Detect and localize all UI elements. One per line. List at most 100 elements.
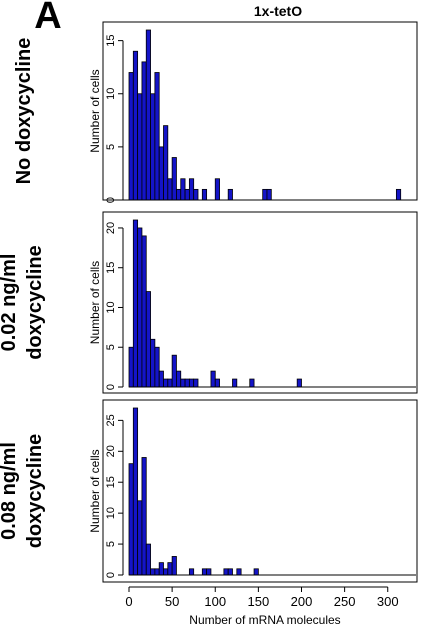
x-tick-label: 0 — [125, 594, 132, 609]
histogram-bar — [167, 562, 173, 576]
plot-frame — [102, 211, 418, 394]
histogram-bar — [171, 157, 177, 201]
x-tick-label: 200 — [291, 594, 313, 609]
plot-frame — [102, 399, 418, 583]
row-label-line: 0.08 ng/ml — [0, 442, 20, 540]
histogram-bar — [262, 188, 268, 201]
figure-title: 1x-tetO — [254, 3, 302, 19]
y-tick-label: 0 — [105, 197, 117, 203]
histogram-bar — [154, 346, 160, 388]
x-tick-label: 100 — [204, 594, 226, 609]
histogram-bar — [223, 568, 229, 576]
y-tick-label: 15 — [105, 35, 117, 47]
histogram-bar — [141, 61, 147, 201]
y-tick-label: 10 — [105, 88, 117, 100]
histogram-bar — [193, 188, 199, 201]
y-tick-label: 0 — [105, 572, 117, 578]
histogram-bar — [188, 568, 195, 576]
histogram-bar — [145, 29, 151, 201]
histogram-bar — [193, 378, 199, 388]
histogram-bar — [137, 227, 143, 388]
histogram-bar — [137, 93, 143, 201]
histogram-bar — [158, 146, 164, 201]
histogram-bar — [163, 378, 169, 388]
histogram-bar — [249, 378, 255, 388]
row-label-line: No doxycycline — [13, 38, 35, 185]
histogram-bar — [214, 178, 220, 201]
y-tick-label: 25 — [105, 414, 117, 426]
y-axis-label: Number of cells — [88, 69, 102, 152]
y-tick-label: 15 — [105, 476, 117, 488]
histogram-bar — [163, 125, 169, 201]
x-axis: 0 50 100 150 200 250 300 — [125, 586, 399, 609]
y-tick-label: 5 — [105, 144, 117, 150]
histogram-panel-3: 0 5 10 15 20 25 Number of cells 0.08 ng/ml doxyc… — [0, 399, 418, 583]
histogram-bar — [145, 291, 151, 388]
y-tick-label: 10 — [105, 507, 117, 519]
histogram-bar — [171, 354, 177, 388]
histogram-panel-2: 0 5 10 15 20 Number of cells 0.02 ng/ml doxycyc… — [0, 211, 418, 394]
histogram-bar — [176, 370, 182, 388]
histogram-bar — [167, 378, 173, 388]
histogram-bar — [184, 188, 190, 201]
histogram-bar — [167, 178, 173, 201]
row-label-line: doxycycline — [24, 434, 46, 549]
histogram-bar — [227, 188, 233, 201]
histogram-bar — [128, 463, 134, 576]
x-tick-label: 250 — [334, 594, 356, 609]
histogram-bar — [253, 568, 259, 576]
histogram-bar — [150, 338, 156, 388]
histogram-bar — [137, 500, 143, 576]
histogram-bar — [227, 568, 233, 576]
histogram-bar — [201, 188, 208, 201]
histogram-bar — [188, 178, 195, 201]
row-label-line: doxycycline — [24, 245, 46, 360]
histogram-bar — [206, 568, 212, 576]
y-axis-label: Number of cells — [88, 261, 102, 344]
histogram-bar — [171, 556, 177, 576]
histogram-bar — [176, 188, 182, 201]
histogram-bar — [132, 50, 139, 201]
histogram-bar — [132, 407, 139, 576]
histogram-bar — [188, 378, 195, 388]
histogram-bar — [150, 568, 156, 576]
histogram-bar — [128, 72, 134, 201]
histogram-bar — [201, 568, 208, 576]
histogram-bar — [232, 378, 238, 388]
x-tick-label: 50 — [165, 594, 179, 609]
histogram-bar — [163, 568, 169, 576]
panel-letter: A — [34, 0, 61, 37]
histogram-bar — [141, 235, 147, 388]
row-label-line: 0.02 ng/ml — [0, 254, 20, 352]
y-tick-label: 20 — [105, 222, 117, 234]
y-tick-label: 5 — [105, 541, 117, 547]
y-tick-label: 0 — [105, 384, 117, 390]
histogram-bar — [395, 188, 402, 201]
histogram-bar — [214, 378, 220, 388]
histogram-bar — [180, 378, 186, 388]
histogram-bar — [158, 562, 164, 576]
y-tick-label: 10 — [105, 301, 117, 313]
x-axis-label: Number of mRNA molecules — [189, 613, 340, 627]
histogram-bar — [150, 93, 156, 201]
y-tick-label: 5 — [105, 344, 117, 350]
x-tick-label: 150 — [248, 594, 270, 609]
x-tick-label: 300 — [377, 594, 399, 609]
y-tick-label: 20 — [105, 445, 117, 457]
histogram-bar — [180, 178, 186, 201]
histogram-bar — [236, 568, 242, 576]
histogram-bar — [266, 188, 272, 201]
y-axis-label: Number of cells — [88, 449, 102, 532]
histogram-bar — [158, 370, 164, 388]
histogram-bar — [184, 378, 190, 388]
histogram-bar — [145, 543, 151, 576]
histogram-bar — [154, 568, 160, 576]
histogram-bar — [132, 219, 139, 388]
histogram-bar — [128, 346, 134, 388]
histogram-bar — [154, 72, 160, 201]
histogram-bar — [141, 457, 147, 576]
histogram-bar — [210, 370, 216, 388]
y-tick-label: 15 — [105, 262, 117, 274]
